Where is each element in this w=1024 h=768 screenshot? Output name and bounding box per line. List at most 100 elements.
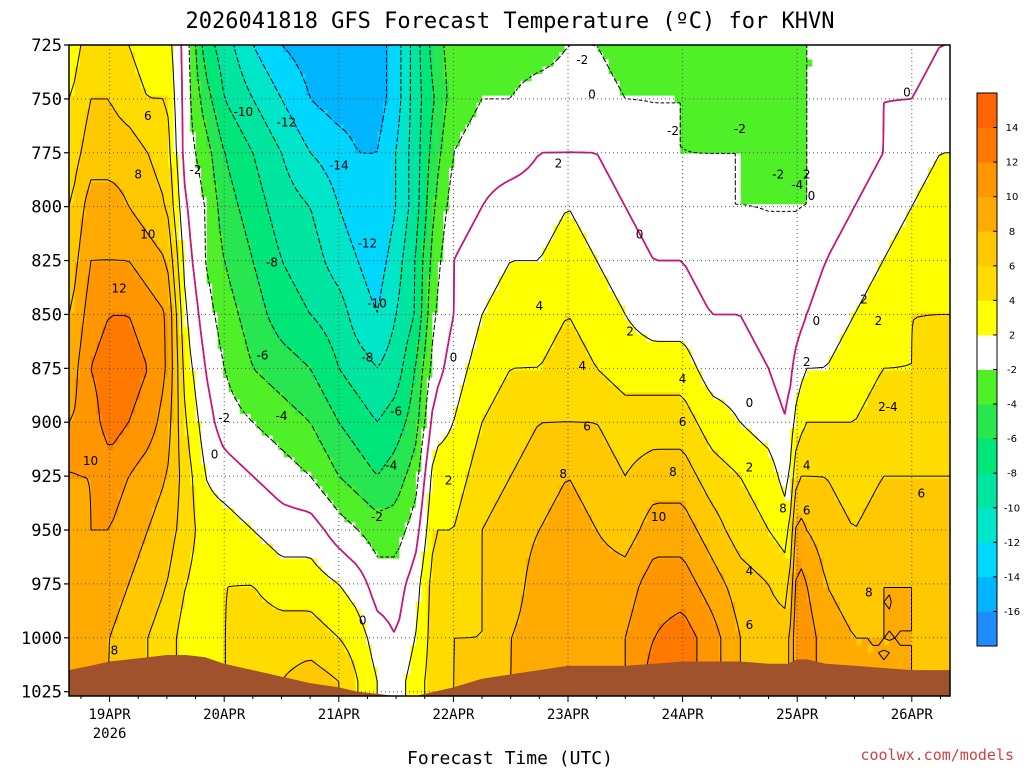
temperature-cell xyxy=(344,52,351,61)
temperature-cell xyxy=(283,428,290,437)
temperature-cell xyxy=(289,377,296,386)
temperature-cell xyxy=(206,645,213,654)
temperature-cell xyxy=(113,298,120,306)
temperature-cell xyxy=(228,356,235,364)
temperature-cell xyxy=(294,146,301,155)
temperature-cell xyxy=(179,175,186,184)
temperature-cell xyxy=(278,182,285,191)
temperature-cell xyxy=(267,645,274,654)
temperature-cell xyxy=(239,522,246,531)
temperature-cell xyxy=(140,73,147,82)
temperature-cell xyxy=(80,544,87,552)
temperature-cell xyxy=(113,182,120,191)
temperature-cell xyxy=(102,189,109,198)
temperature-cell xyxy=(195,95,202,104)
temperature-cell xyxy=(96,529,103,538)
temperature-cell xyxy=(162,399,169,408)
temperature-cell xyxy=(283,81,290,89)
temperature-cell xyxy=(85,471,92,480)
temperature-cell xyxy=(107,153,114,162)
temperature-cell xyxy=(102,609,109,618)
temperature-cell xyxy=(316,392,323,401)
temperature-cell xyxy=(195,384,202,393)
temperature-cell xyxy=(190,507,197,516)
temperature-cell xyxy=(278,384,285,393)
temperature-cell xyxy=(113,73,120,82)
temperature-cell xyxy=(272,384,279,393)
temperature-cell xyxy=(366,442,373,451)
temperature-cell xyxy=(206,652,213,661)
temperature-cell xyxy=(300,327,307,335)
temperature-cell xyxy=(344,500,351,509)
temperature-cell xyxy=(195,377,202,386)
temperature-cell xyxy=(371,146,378,155)
temperature-cell xyxy=(129,124,136,133)
temperature-cell xyxy=(333,638,340,646)
temperature-cell xyxy=(85,225,92,234)
temperature-cell xyxy=(217,45,224,53)
temperature-cell xyxy=(206,276,213,285)
temperature-cell xyxy=(140,341,147,350)
temperature-cell xyxy=(157,471,164,480)
temperature-cell xyxy=(239,645,246,654)
temperature-cell xyxy=(327,59,334,68)
temperature-cell xyxy=(80,348,87,357)
temperature-cell xyxy=(371,167,378,176)
temperature-cell xyxy=(267,247,274,256)
temperature-cell xyxy=(327,681,334,690)
temperature-cell xyxy=(261,370,268,379)
temperature-cell xyxy=(91,479,98,487)
temperature-cell xyxy=(322,348,329,357)
temperature-cell xyxy=(157,500,164,509)
temperature-cell xyxy=(140,211,147,220)
temperature-cell xyxy=(322,594,329,603)
temperature-cell xyxy=(223,493,230,502)
temperature-cell xyxy=(338,507,345,516)
temperature-cell xyxy=(322,363,329,372)
temperature-cell xyxy=(85,45,92,53)
temperature-cell xyxy=(311,399,318,408)
temperature-cell xyxy=(234,196,241,205)
temperature-cell xyxy=(327,659,334,668)
temperature-cell xyxy=(294,334,301,343)
temperature-cell xyxy=(338,609,345,618)
temperature-cell xyxy=(322,334,329,343)
temperature-cell xyxy=(107,240,114,249)
temperature-cell xyxy=(349,160,356,169)
temperature-cell xyxy=(256,594,263,603)
temperature-cell xyxy=(261,254,268,263)
temperature-cell xyxy=(217,240,224,249)
temperature-cell xyxy=(74,406,81,415)
temperature-cell xyxy=(256,45,263,53)
temperature-cell xyxy=(201,45,208,53)
temperature-cell xyxy=(195,298,202,306)
temperature-cell xyxy=(316,247,323,256)
temperature-cell xyxy=(322,167,329,176)
temperature-cell xyxy=(157,363,164,372)
temperature-cell xyxy=(366,421,373,429)
temperature-cell xyxy=(349,435,356,444)
temperature-cell xyxy=(245,421,252,429)
temperature-cell xyxy=(371,319,378,328)
temperature-cell xyxy=(118,645,125,654)
temperature-cell xyxy=(85,290,92,299)
temperature-cell xyxy=(217,167,224,176)
temperature-cell xyxy=(360,52,367,61)
temperature-cell xyxy=(316,233,323,241)
temperature-cell xyxy=(294,66,301,75)
temperature-cell xyxy=(360,421,367,429)
temperature-cell xyxy=(195,211,202,220)
temperature-cell xyxy=(135,117,142,126)
temperature-cell xyxy=(151,131,158,140)
temperature-cell xyxy=(190,623,197,632)
temperature-cell xyxy=(157,102,164,111)
temperature-cell xyxy=(135,428,142,437)
temperature-cell xyxy=(157,327,164,335)
temperature-cell xyxy=(168,102,175,111)
temperature-cell xyxy=(305,500,312,509)
temperature-cell xyxy=(338,117,345,126)
temperature-cell xyxy=(360,290,367,299)
temperature-cell xyxy=(146,450,153,458)
temperature-cell xyxy=(333,471,340,480)
temperature-cell xyxy=(69,66,76,75)
